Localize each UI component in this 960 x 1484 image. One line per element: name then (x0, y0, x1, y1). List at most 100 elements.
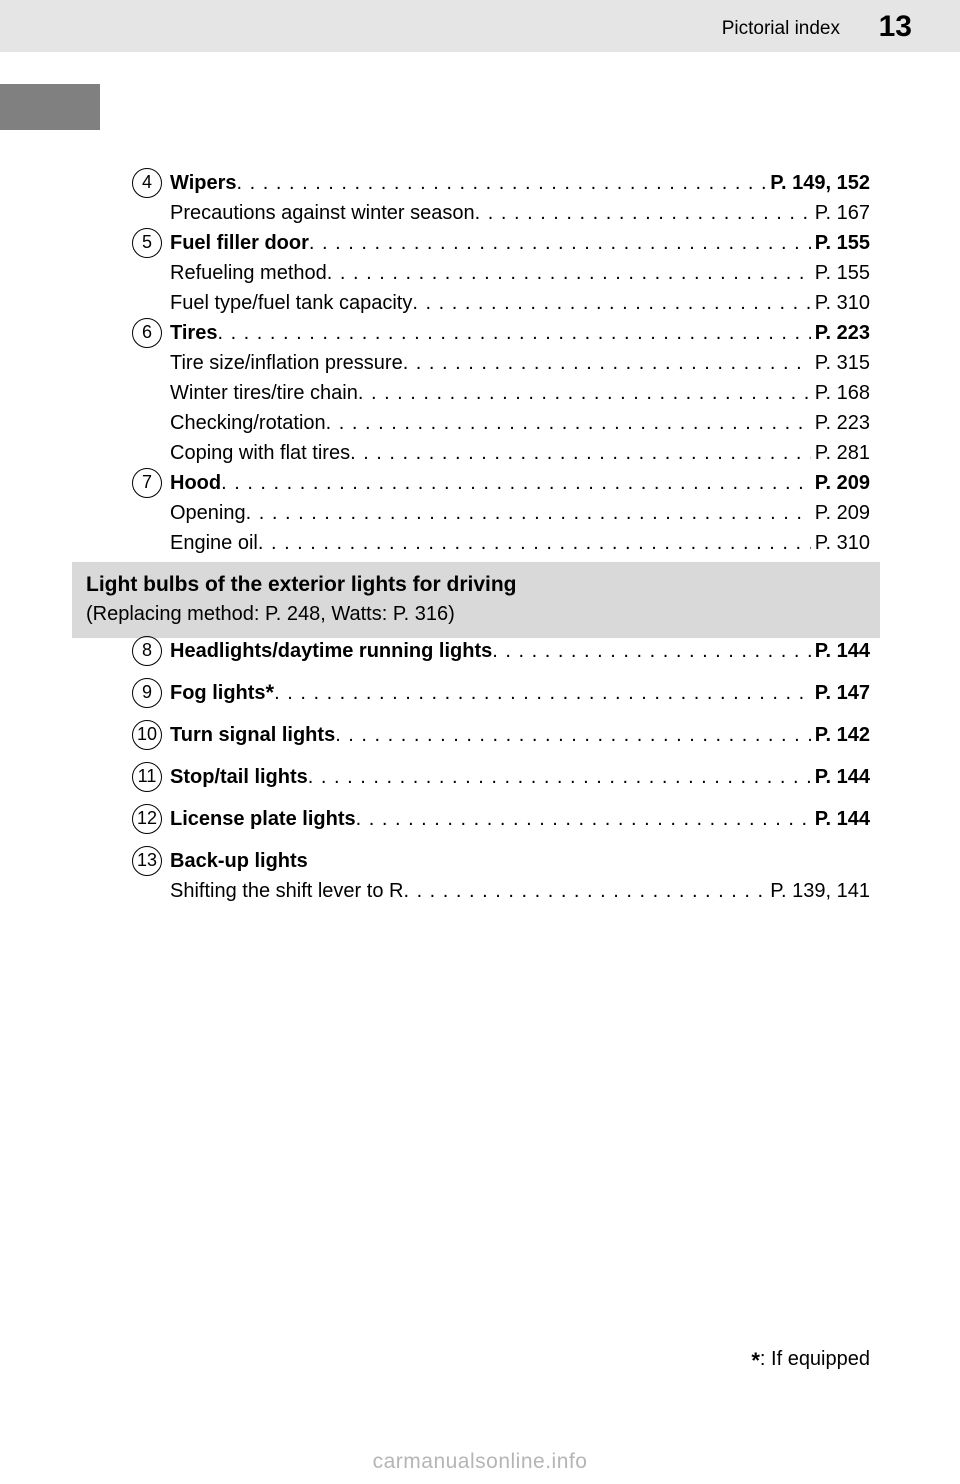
footnote-star: * (751, 1348, 760, 1373)
line-label: Winter tires/tire chain (170, 378, 358, 408)
page-ref: P. 209 (811, 498, 870, 528)
marker-circle: 7 (132, 468, 162, 498)
leader-dots (246, 498, 811, 528)
section-sub: (Replacing method: P. 248, Watts: P. 316… (86, 600, 866, 628)
marker-circle: 13 (132, 846, 162, 876)
content-group-2: 8 Headlights/daytime running lights P. 14… (132, 636, 880, 918)
page-ref: P. 168 (811, 378, 870, 408)
page-ref: P. 281 (811, 438, 870, 468)
index-line: Precautions against winter season P. 167 (170, 198, 870, 228)
index-line: Fog lights* P. 147 (170, 678, 870, 708)
leader-dots (237, 168, 767, 198)
leader-dots (326, 408, 811, 438)
index-entry: 12 License plate lights P. 144 (132, 804, 880, 834)
marker-circle: 12 (132, 804, 162, 834)
entry-lines: Fuel filler door P. 155Refueling method … (170, 228, 870, 318)
marker-circle: 6 (132, 318, 162, 348)
index-line: Tires P. 223 (170, 318, 870, 348)
index-line: Fuel type/fuel tank capacity P. 310 (170, 288, 870, 318)
index-entry: 9 Fog lights* P. 147 (132, 678, 880, 708)
index-entry: 4 Wipers P. 149, 152Precautions against w… (132, 168, 880, 228)
top-margin: Pictorial index 13 (0, 0, 960, 52)
footnote: *: If equipped (751, 1348, 870, 1374)
line-label: Tires (170, 318, 217, 348)
page-ref: P. 167 (811, 198, 870, 228)
leader-dots (221, 468, 811, 498)
line-label: Hood (170, 468, 221, 498)
index-line: Stop/tail lights P. 144 (170, 762, 870, 792)
section-box: Light bulbs of the exterior lights for d… (72, 562, 880, 638)
page-ref: P. 144 (811, 636, 870, 666)
index-line: Fuel filler door P. 155 (170, 228, 870, 258)
index-line: Coping with flat tires P. 281 (170, 438, 870, 468)
page-ref: P. 147 (811, 678, 870, 708)
index-line: Shifting the shift lever to R P. 139, 14… (170, 876, 870, 906)
page-ref: P. 310 (811, 288, 870, 318)
leader-dots (475, 198, 811, 228)
marker-circle: 8 (132, 636, 162, 666)
page-ref: P. 155 (811, 228, 870, 258)
leader-dots (403, 876, 766, 906)
page-number: 13 (879, 10, 912, 44)
leader-dots (356, 804, 811, 834)
line-label: Engine oil (170, 528, 258, 558)
leader-dots (327, 258, 811, 288)
page-ref: P. 223 (811, 408, 870, 438)
page-ref: P. 209 (811, 468, 870, 498)
line-label: Headlights/daytime running lights (170, 636, 492, 666)
page-ref: P. 144 (811, 762, 870, 792)
entry-lines: Back-up lightsShifting the shift lever t… (170, 846, 870, 906)
entry-lines: Stop/tail lights P. 144 (170, 762, 870, 792)
leader-dots (274, 678, 811, 708)
leader-dots (403, 348, 811, 378)
entry-lines: Turn signal lights P. 142 (170, 720, 870, 750)
marker-circle: 11 (132, 762, 162, 792)
page-ref: P. 142 (811, 720, 870, 750)
marker-circle: 9 (132, 678, 162, 708)
entry-lines: License plate lights P. 144 (170, 804, 870, 834)
line-label: Tire size/inflation pressure (170, 348, 403, 378)
page: Pictorial index 13 4 Wipers P. 149, 152Pr… (0, 0, 960, 1484)
line-label: License plate lights (170, 804, 356, 834)
line-label: Stop/tail lights (170, 762, 308, 792)
leader-dots (412, 288, 810, 318)
index-line: Back-up lights (170, 846, 870, 876)
leader-dots (258, 528, 811, 558)
line-label: Coping with flat tires (170, 438, 350, 468)
line-label: Wipers (170, 168, 237, 198)
spacer (132, 708, 880, 720)
leader-dots (217, 318, 810, 348)
index-line: License plate lights P. 144 (170, 804, 870, 834)
index-entry: 5Fuel filler door P. 155Refueling method… (132, 228, 880, 318)
leader-dots (358, 378, 811, 408)
entry-lines: Headlights/daytime running lights P. 144 (170, 636, 870, 666)
spacer (132, 906, 880, 918)
page-ref: P. 315 (811, 348, 870, 378)
index-entry: 6Tires P. 223Tire size/inflation pressur… (132, 318, 880, 468)
page-ref: P. 144 (811, 804, 870, 834)
index-line: Opening P. 209 (170, 498, 870, 528)
index-entry: 10 Turn signal lights P. 142 (132, 720, 880, 750)
footnote-text: : If equipped (760, 1348, 870, 1370)
index-line: Checking/rotation P. 223 (170, 408, 870, 438)
content-group-1: 4 Wipers P. 149, 152Precautions against w… (132, 168, 880, 588)
index-entry: 13 Back-up lightsShifting the shift lever… (132, 846, 880, 906)
page-ref: P. 223 (811, 318, 870, 348)
line-label: Fuel type/fuel tank capacity (170, 288, 412, 318)
line-label: Turn signal lights (170, 720, 335, 750)
page-ref: P. 310 (811, 528, 870, 558)
index-line: Wipers P. 149, 152 (170, 168, 870, 198)
page-ref: P. 149, 152 (766, 168, 870, 198)
index-line: Engine oil P. 310 (170, 528, 870, 558)
page-ref: P. 139, 141 (766, 876, 870, 906)
index-line: Tire size/inflation pressure P. 315 (170, 348, 870, 378)
marker-circle: 10 (132, 720, 162, 750)
spacer (132, 792, 880, 804)
header-title: Pictorial index (722, 18, 840, 40)
leader-dots (335, 720, 811, 750)
line-label: Fuel filler door (170, 228, 309, 258)
entry-lines: Wipers P. 149, 152Precautions against wi… (170, 168, 870, 228)
line-label: Refueling method (170, 258, 327, 288)
entry-lines: Tires P. 223Tire size/inflation pressure… (170, 318, 870, 468)
marker-circle: 4 (132, 168, 162, 198)
